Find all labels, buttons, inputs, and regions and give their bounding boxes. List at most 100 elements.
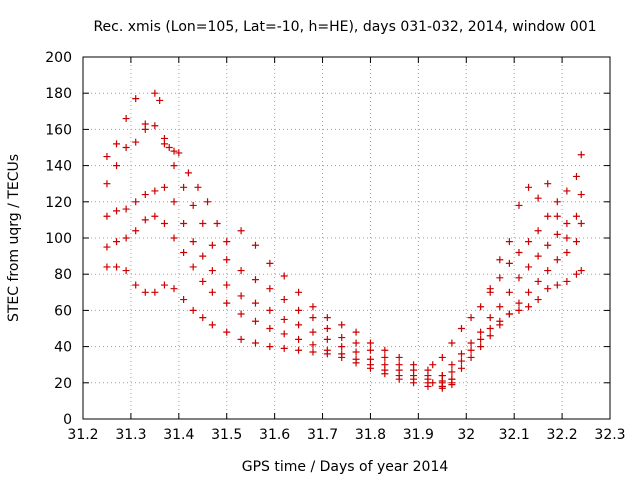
data-point <box>151 122 159 130</box>
data-point <box>208 241 216 249</box>
data-point <box>180 220 188 228</box>
data-point <box>496 303 504 311</box>
data-point <box>577 220 585 228</box>
data-point <box>251 241 259 249</box>
data-point <box>544 180 552 188</box>
data-point <box>486 332 494 340</box>
data-point <box>505 238 513 246</box>
y-tick-label: 160 <box>45 122 72 138</box>
data-point <box>199 252 207 260</box>
data-point <box>438 372 446 380</box>
y-tick-label: 180 <box>45 86 72 102</box>
y-tick-label: 100 <box>45 231 72 247</box>
data-point <box>467 339 475 347</box>
data-point <box>280 272 288 280</box>
data-point <box>199 220 207 228</box>
data-point <box>295 321 303 329</box>
data-point <box>323 314 331 322</box>
data-point <box>266 343 274 351</box>
data-point <box>477 335 485 343</box>
data-point <box>160 220 168 228</box>
data-point <box>457 325 465 332</box>
data-point <box>486 285 494 293</box>
data-point <box>534 227 542 235</box>
data-point <box>544 267 552 275</box>
data-point <box>122 267 130 275</box>
data-point <box>189 201 197 209</box>
data-point <box>544 285 552 293</box>
data-point <box>395 353 403 361</box>
data-point <box>141 191 149 199</box>
data-point <box>338 353 346 361</box>
y-tick-label: 120 <box>45 195 72 211</box>
data-point <box>577 151 585 159</box>
data-point <box>189 238 197 246</box>
data-point <box>410 379 418 387</box>
data-point <box>266 259 274 267</box>
x-tick-label: 32.2 <box>547 427 578 443</box>
data-point <box>553 281 561 289</box>
data-point <box>553 212 561 220</box>
data-point <box>366 346 374 354</box>
data-point <box>122 234 130 242</box>
data-point <box>180 248 188 256</box>
data-point <box>208 321 216 329</box>
data-point <box>429 379 437 387</box>
data-point <box>113 207 121 215</box>
data-point <box>515 306 523 314</box>
data-point <box>338 343 346 351</box>
data-point <box>395 375 403 383</box>
x-tick-label: 31.6 <box>259 427 290 443</box>
data-point <box>151 187 159 195</box>
data-point <box>572 172 580 180</box>
x-tick-label: 31.2 <box>67 427 98 443</box>
data-point <box>515 299 523 307</box>
data-point <box>577 191 585 199</box>
data-point <box>237 310 245 318</box>
data-point <box>103 243 111 251</box>
data-point <box>151 89 159 97</box>
data-point <box>381 346 389 354</box>
data-point <box>309 314 317 322</box>
data-point <box>223 299 231 307</box>
data-point <box>563 248 571 256</box>
data-point <box>515 274 523 282</box>
data-point <box>122 144 130 151</box>
y-tick-label: 40 <box>54 340 72 356</box>
data-point <box>467 353 475 361</box>
data-point <box>505 310 513 318</box>
data-point <box>553 256 561 264</box>
data-point <box>170 285 178 293</box>
data-point <box>352 328 360 336</box>
data-point <box>194 183 202 191</box>
data-point <box>189 263 197 271</box>
data-point <box>352 339 360 347</box>
data-point <box>338 321 346 329</box>
data-point <box>534 252 542 260</box>
data-point <box>429 361 437 369</box>
data-point <box>160 281 168 289</box>
data-point <box>352 359 360 367</box>
data-point <box>280 315 288 323</box>
data-point <box>223 281 231 289</box>
data-point <box>338 334 346 342</box>
data-point <box>534 277 542 285</box>
data-point <box>381 370 389 378</box>
y-tick-label: 20 <box>54 376 72 392</box>
data-point <box>553 198 561 206</box>
data-point <box>366 364 374 372</box>
data-point <box>438 382 446 390</box>
x-tick-label: 31.9 <box>403 427 434 443</box>
data-point <box>295 306 303 314</box>
data-point <box>170 198 178 206</box>
data-point <box>448 361 456 369</box>
data-point <box>448 339 456 347</box>
data-point <box>170 162 178 170</box>
data-point <box>180 183 188 191</box>
data-point <box>251 317 259 325</box>
data-point <box>366 339 374 347</box>
data-point <box>563 187 571 195</box>
data-point <box>525 238 533 246</box>
data-point <box>496 256 504 264</box>
